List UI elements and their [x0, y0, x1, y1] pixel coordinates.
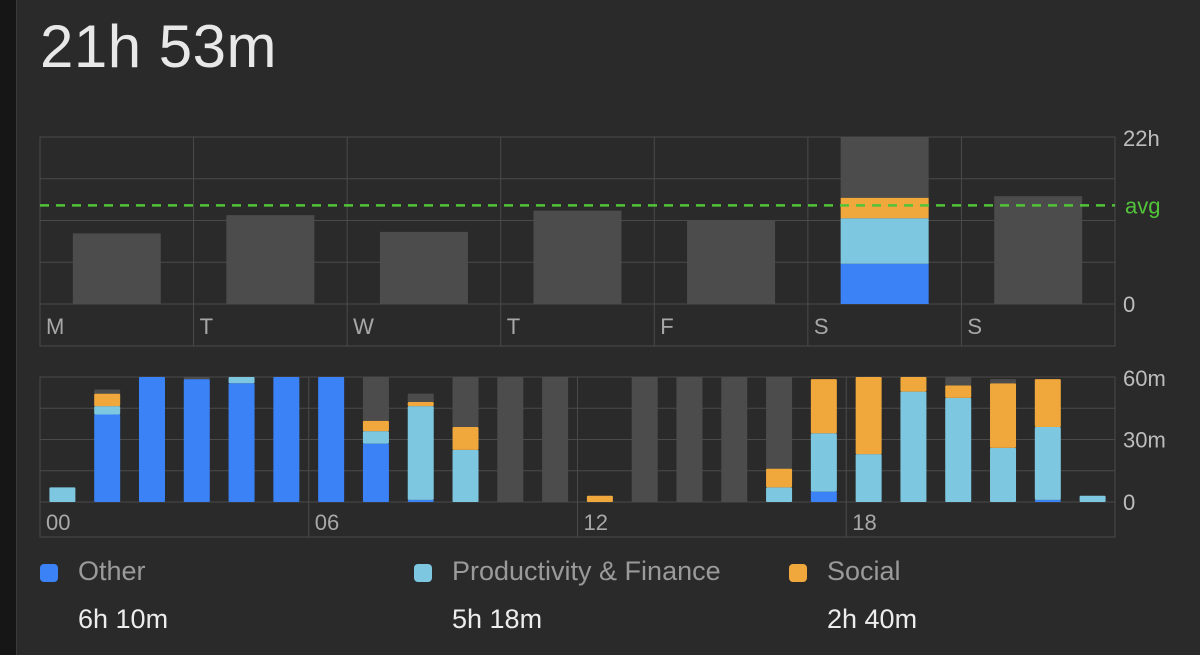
hourly-x-tick: 18 — [852, 510, 876, 535]
hourly-x-tick: 12 — [584, 510, 608, 535]
screen-time-panel — [16, 0, 1200, 655]
total-screen-time: 21h 53m — [40, 13, 277, 80]
hourly-bar-segment — [990, 379, 1017, 384]
weekly-frame — [39, 136, 1116, 347]
weekly-day-label: W — [353, 314, 374, 339]
legend-label-social: Social — [827, 556, 901, 586]
hourly-bar-segment — [407, 406, 434, 500]
hourly-bar-segment — [855, 454, 882, 502]
weekly-bar-segment — [840, 263, 929, 304]
hourly-bar-segment — [900, 391, 927, 502]
hourly-bar-segment — [1034, 379, 1061, 427]
weekly-day-label: F — [660, 314, 673, 339]
hourly-bar-segment — [362, 431, 389, 444]
hourly-bar-segment — [362, 443, 389, 502]
hourly-bar-segment — [810, 379, 837, 434]
hourly-bar-segment — [1034, 499, 1061, 502]
hourly-y-tick-zero: 0 — [1123, 490, 1135, 515]
weekly-day-label: T — [507, 314, 520, 339]
weekly-bar-segment — [687, 220, 776, 304]
hourly-bar-segment — [452, 427, 479, 450]
hourly-y-tick-max: 60m — [1123, 366, 1166, 391]
hourly-bar-segment — [407, 402, 434, 407]
weekly-y-tick-max: 22h — [1123, 126, 1160, 151]
weekly-bar-segment — [994, 196, 1083, 304]
legend-swatch-other — [40, 564, 58, 582]
hourly-bar-segment — [766, 468, 793, 488]
hourly-bar-segment — [676, 377, 703, 502]
weekly-bar-segment — [840, 218, 929, 264]
hourly-bar-segment — [183, 377, 210, 380]
hourly-bar-segment — [810, 491, 837, 502]
hourly-x-tick: 00 — [46, 510, 70, 535]
weekly-day-label: M — [46, 314, 64, 339]
weekly-bar-segment — [840, 197, 929, 219]
hourly-bar-segment — [766, 377, 793, 469]
hourly-bar-segment — [990, 383, 1017, 448]
hourly-bar-segment — [810, 433, 837, 492]
hourly-bar-segment — [1079, 495, 1106, 502]
legend-label-productivity: Productivity & Finance — [452, 556, 721, 586]
hourly-bar-segment — [228, 383, 255, 502]
hourly-bar-segment — [183, 379, 210, 502]
hourly-bar-segment — [631, 377, 658, 502]
legend-swatch-productivity — [414, 564, 432, 582]
hourly-bar-segment — [94, 393, 121, 407]
hourly-chart: 00 06 12 18 60m 30m 0 — [39, 366, 1166, 538]
hourly-y-tick-mid: 30m — [1123, 428, 1166, 453]
hourly-bar-segment — [228, 377, 255, 384]
legend-value-other: 6h 10m — [78, 604, 169, 634]
hourly-bar-segment — [362, 377, 389, 421]
hourly-bar-segment — [945, 385, 972, 398]
hourly-bar-segment — [945, 377, 972, 386]
hourly-bar-segment — [362, 420, 389, 432]
legend-label-other: Other — [78, 556, 146, 586]
weekly-bar-segment — [226, 215, 315, 304]
hourly-bar-segment — [1034, 427, 1061, 500]
weekly-average-label: avg — [1125, 193, 1160, 218]
legend-value-social: 2h 40m — [827, 604, 918, 634]
hourly-bar-segment — [542, 377, 569, 502]
hourly-bar-segment — [586, 495, 613, 502]
weekly-day-label: S — [967, 314, 982, 339]
hourly-bar-segment — [990, 447, 1017, 502]
hourly-bar-segment — [94, 406, 121, 415]
hourly-bar-segment — [49, 487, 76, 502]
hourly-bar-segment — [407, 499, 434, 502]
weekly-day-label: T — [200, 314, 213, 339]
hourly-bar-segment — [721, 377, 748, 502]
weekly-bar-segment — [72, 233, 161, 304]
weekly-day-label: S — [814, 314, 829, 339]
weekly-y-tick-zero: 0 — [1123, 292, 1135, 317]
hourly-bar-segment — [138, 377, 165, 502]
hourly-bar-segment — [273, 377, 300, 502]
hourly-bar-segment — [94, 389, 121, 394]
weekly-bar-segment — [840, 137, 929, 198]
hourly-bar-segment — [945, 397, 972, 502]
hourly-bar-segment — [452, 449, 479, 502]
weekly-chart: M T W T F S S 22h 0 avg — [39, 126, 1160, 347]
legend-swatch-social — [789, 564, 807, 582]
hourly-bar-segment — [900, 377, 927, 392]
hourly-x-tick: 06 — [315, 510, 339, 535]
hourly-bar-segment — [766, 487, 793, 502]
hourly-bar-segment — [318, 377, 345, 502]
weekly-bar-segment — [533, 210, 622, 304]
weekly-bar-segment — [379, 231, 468, 304]
hourly-bar-segment — [452, 377, 479, 427]
hourly-bar-segment — [855, 377, 882, 455]
hourly-bar-segment — [94, 414, 121, 502]
hourly-bar-segment — [407, 393, 434, 402]
legend-value-productivity: 5h 18m — [452, 604, 543, 634]
hourly-bar-segment — [497, 377, 524, 502]
